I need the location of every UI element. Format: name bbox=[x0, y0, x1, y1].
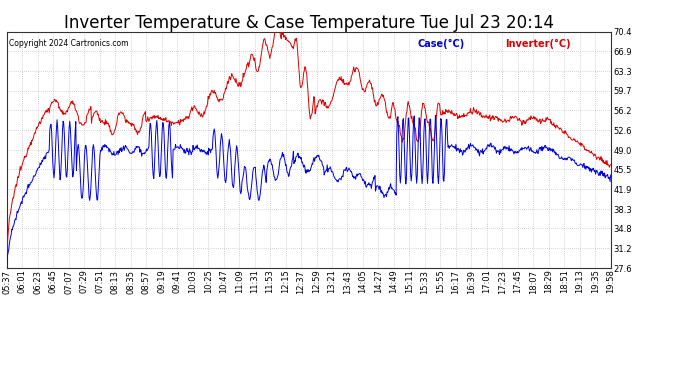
Text: Case(°C): Case(°C) bbox=[417, 39, 464, 49]
Text: Inverter(°C): Inverter(°C) bbox=[505, 39, 571, 49]
Text: Copyright 2024 Cartronics.com: Copyright 2024 Cartronics.com bbox=[9, 39, 128, 48]
Title: Inverter Temperature & Case Temperature Tue Jul 23 20:14: Inverter Temperature & Case Temperature … bbox=[63, 14, 554, 32]
